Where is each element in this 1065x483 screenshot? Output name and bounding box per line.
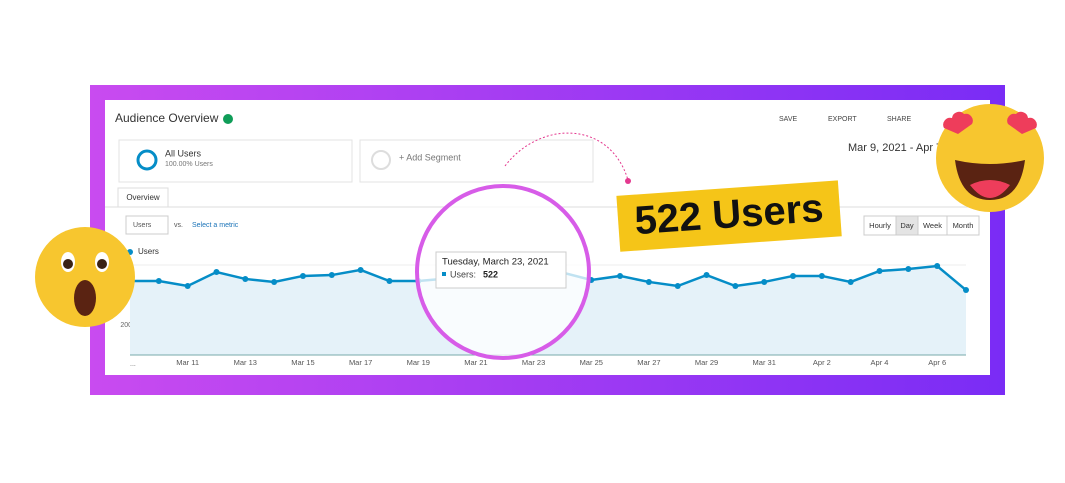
point [645, 278, 652, 285]
point [847, 278, 854, 285]
point [732, 283, 739, 289]
point [386, 278, 393, 285]
tooltip-swatch [442, 272, 446, 276]
x-tick-label: Mar 25 [580, 358, 603, 367]
share[interactable]: SHARE [887, 116, 911, 123]
heart-eyes-emoji [936, 104, 1044, 212]
sticker: 522 Users [616, 180, 842, 252]
point [818, 272, 825, 279]
point [271, 278, 278, 285]
point [617, 272, 624, 279]
point [703, 272, 710, 279]
x-tick-label: Apr 2 [813, 358, 831, 367]
x-tick-label: Mar 27 [637, 358, 660, 367]
x-tick-label: Mar 31 [753, 358, 776, 367]
x-tick-label: Apr 6 [928, 358, 946, 367]
segment-icon [136, 149, 158, 171]
point [761, 278, 768, 285]
segment-share: 100.00% Users [165, 161, 213, 168]
save[interactable]: SAVE [779, 116, 797, 123]
point [328, 272, 335, 279]
granularity-button[interactable] [946, 215, 980, 236]
sticker-bg [616, 180, 842, 252]
segment-box[interactable] [118, 139, 353, 183]
add-segment-box[interactable] [359, 139, 594, 183]
x-tick-label: Mar 17 [349, 358, 372, 367]
tooltip-box [435, 251, 567, 289]
granularity-label: Day [900, 221, 914, 230]
point [299, 272, 306, 279]
granularity-label: Week [923, 221, 942, 230]
verified-icon [223, 114, 233, 124]
metric-dropdown[interactable] [125, 215, 169, 235]
tab[interactable] [117, 187, 169, 208]
point [905, 266, 912, 273]
date-range[interactable]: Mar 9, 2021 - Apr 7 [848, 142, 942, 154]
y-tick-label: 200 [120, 322, 132, 329]
granularity-label: Hourly [869, 221, 891, 230]
point [242, 275, 249, 282]
tooltip-date: Tuesday, March 23, 2021 [442, 257, 549, 268]
point [963, 287, 969, 294]
point [674, 283, 681, 289]
tooltip-value: 522 [483, 269, 498, 279]
point [155, 278, 162, 285]
point [934, 263, 941, 270]
point [357, 266, 364, 273]
connector-dot [625, 178, 631, 184]
x-tick-label: Apr 4 [871, 358, 889, 367]
point [790, 272, 797, 279]
legend-label: Users [138, 247, 159, 256]
x-tick-label: Mar 15 [291, 358, 314, 367]
export[interactable]: EXPORT [828, 116, 857, 123]
x-tick-label: Mar 13 [234, 358, 257, 367]
x-tick-label: Mar 29 [695, 358, 718, 367]
vs: vs. [174, 222, 183, 229]
x-tick-label: Mar 21 [464, 358, 487, 367]
tab-label: Overview [126, 193, 160, 202]
title: Audience Overview [115, 111, 219, 125]
add-segment[interactable]: + Add Segment [399, 152, 461, 162]
x-tick-label: Mar 23 [522, 358, 545, 367]
add-icon [371, 150, 391, 170]
point [184, 283, 191, 289]
x-tick-label: Mar 19 [407, 358, 430, 367]
select-metric[interactable]: Select a metric [192, 222, 239, 229]
tooltip: Tuesday, March 23, 2021 Users: 522 [435, 251, 567, 289]
point [213, 269, 220, 276]
x-axis-start: ... [130, 361, 136, 368]
x-tick-label: Mar 11 [176, 358, 199, 367]
tooltip-label: Users: [450, 269, 476, 279]
granularity-label: Month [953, 221, 974, 230]
shocked-emoji [35, 227, 135, 327]
segment-name: All Users [165, 148, 202, 158]
point [876, 268, 883, 274]
metric: Users [133, 222, 152, 229]
